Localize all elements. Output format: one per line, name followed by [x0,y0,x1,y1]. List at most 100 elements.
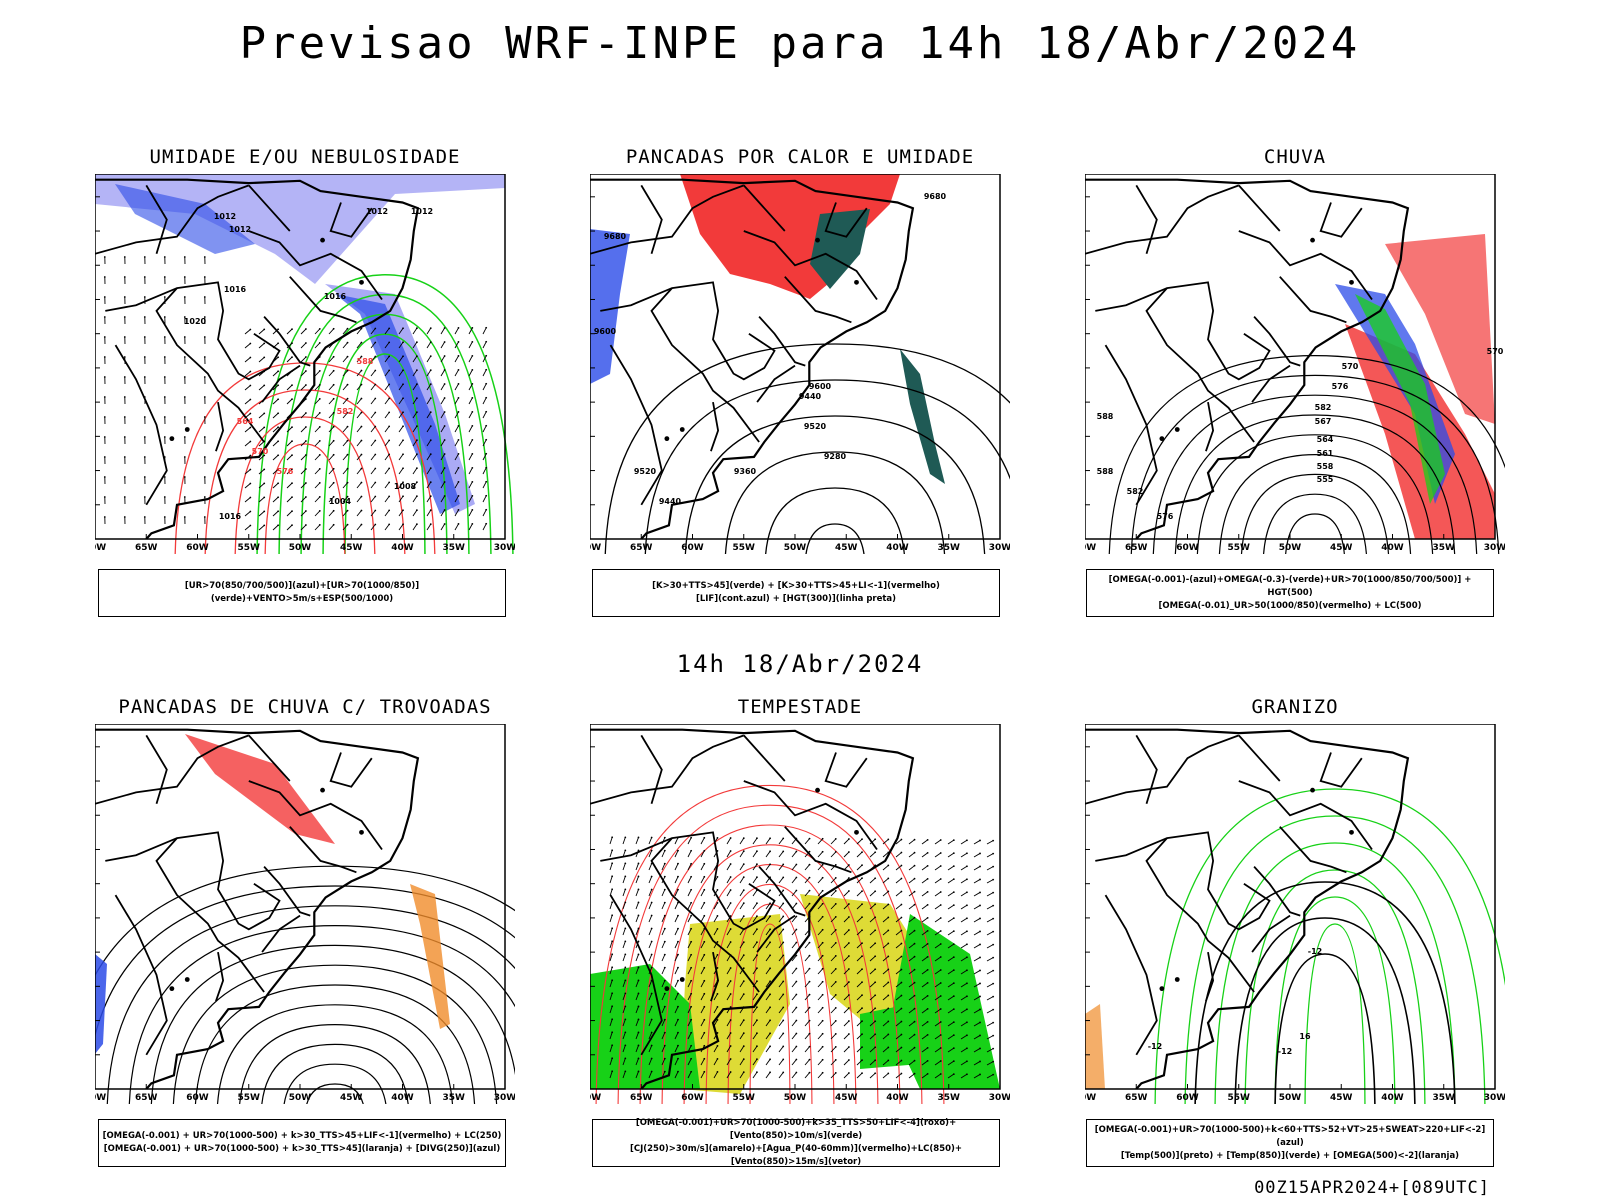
wind-vector-850-head [795,889,798,892]
lon-tick-label: 55W [238,543,261,553]
contour-label: 588 [1097,412,1114,421]
wind-vector-850 [869,968,876,975]
wind-vector [244,511,251,517]
wind-vector-head [305,342,307,344]
wind-vector-850-head [611,1057,614,1060]
wind-vector-850 [973,931,981,936]
wind-vector-head [163,316,166,318]
contour-label: 9360 [734,467,757,476]
lon-tick-label: 30W [1484,1093,1505,1103]
wind-vector-850 [921,865,928,871]
wind-vector [412,453,418,461]
contour-label: 9600 [809,382,832,391]
border-line [155,837,265,993]
wind-vector-head [277,468,280,471]
wind-vector-850 [752,941,758,949]
lif-contour [590,229,630,384]
wind-vector-850-head [848,903,850,905]
wind-vector-850 [674,915,679,923]
wind-vector-850 [739,928,745,936]
wind-vector-850 [726,967,732,975]
wind-vector-850 [674,889,679,897]
wind-vector [412,341,418,349]
wind-vector [426,467,432,475]
panel-title: TEMPESTADE [737,696,863,718]
wind-vector-850-head [992,852,995,855]
wind-vector-850 [947,1034,955,1040]
wind-vector-head [203,336,206,338]
wind-vector-head [249,454,252,457]
wind-vector-head [402,467,404,470]
wind-vector-850 [973,944,981,949]
wind-vector-850-head [913,851,916,854]
wind-vector-850 [752,993,758,1001]
wind-vector-850-head [821,1071,824,1074]
map-background [1085,724,1495,1089]
wind-vector-850-head [624,888,627,891]
wind-vector-850 [674,941,679,949]
wind-vector-head [249,412,252,415]
wind-vector [258,455,265,461]
panel-pancadas-calor: PANCADAS POR CALOR E UMIDADE 9600 9520 944… [590,146,1010,621]
wind-vector-850-head [979,1060,981,1063]
humidity-core [115,184,255,254]
wind-vector-850-head [939,1060,942,1062]
wind-vector-850 [713,928,718,936]
wind-vector-head [457,453,460,455]
wind-vector-850 [609,915,613,923]
wind-vector-850 [635,1071,639,1079]
wind-vector-850 [830,942,837,949]
wind-vector-850 [791,851,797,858]
wind-vector [286,328,293,335]
wind-vector-850 [882,1021,889,1027]
wind-vector-head [402,509,404,512]
wind-vector-850-head [729,980,732,982]
wind-vector-850-head [861,994,863,997]
wind-vector-850-head [769,993,771,996]
wind-vector-850 [869,955,876,962]
wind-vector-850-head [677,1018,679,1021]
border-line [1251,914,1291,953]
wind-vector-850-head [769,941,771,944]
wind-vector [342,398,348,405]
wind-vector-850 [947,917,955,923]
wind-vector-850 [804,968,810,975]
wind-vector-850 [921,904,928,910]
wind-vector-850-head [782,928,785,931]
wind-vector-head [123,416,126,418]
wind-vector-850 [934,943,941,949]
wind-vector-head [163,516,166,518]
wind-vector-850-head [834,863,837,866]
border-line [609,894,663,1056]
wind-vector-850 [687,863,692,871]
wind-vector-850-head [742,837,745,840]
wind-vector [300,524,307,531]
wind-vector-850 [908,969,915,975]
wind-vector-850-head [769,954,771,957]
wind-vector-head [103,516,106,518]
wind-vector [342,510,348,517]
wind-vector [272,398,279,405]
wind-vector-head [143,296,146,298]
wind-vector-850-head [900,890,903,893]
wind-vector-850 [804,942,810,949]
wind-vector-850 [778,1033,784,1040]
wind-vector-850-head [742,850,745,853]
wind-vector-850 [817,955,823,962]
lon-tick-label: 70W [590,543,601,553]
wind-vector-850-head [782,1032,785,1035]
wind-vector-850-head [979,878,981,881]
wind-vector-850 [791,942,797,949]
wind-vector-head [305,426,307,428]
wind-vector-850-head [926,916,929,919]
wind-vector-head [318,369,321,372]
lon-tick-label: 40W [391,543,414,553]
wind-vector-850-head [834,954,837,957]
wind-vector-head [143,276,146,278]
wind-vector-head [263,510,266,513]
wind-vector [244,441,251,447]
wind-vector [286,524,293,531]
wind-vector-head [457,425,460,427]
wind-vector-850-head [650,992,653,995]
wind-vector-850-head [782,876,785,879]
